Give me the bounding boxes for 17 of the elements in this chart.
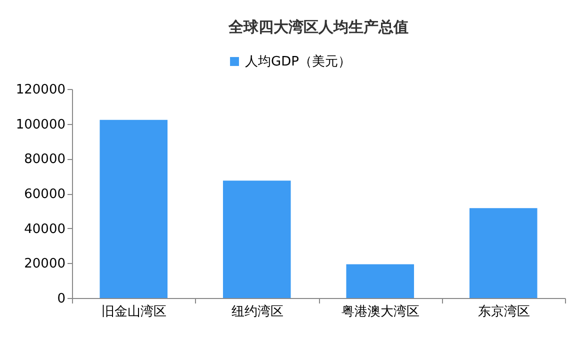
x-tick-label: 东京湾区 (478, 304, 530, 320)
bar (469, 208, 538, 298)
y-tick-label: 120000 (16, 82, 66, 98)
y-tick-label: 60000 (24, 187, 66, 202)
x-tick-label: 纽约湾区 (231, 304, 284, 320)
bar (100, 120, 168, 298)
x-tick-label: 粤港澳大湾区 (342, 304, 420, 320)
bar (346, 264, 414, 298)
chart-title: 全球四大湾区人均生产总值 (228, 18, 408, 36)
x-tick-label: 旧金山湾区 (102, 304, 167, 320)
y-tick-label: 20000 (24, 256, 66, 272)
bar (222, 180, 291, 298)
y-tick-label: 100000 (16, 117, 66, 132)
y-tick-label: 0 (57, 292, 66, 306)
y-tick-label: 80000 (24, 152, 66, 168)
legend-label: 人均GDP（美元） (245, 54, 351, 70)
y-tick-label: 40000 (24, 222, 66, 237)
